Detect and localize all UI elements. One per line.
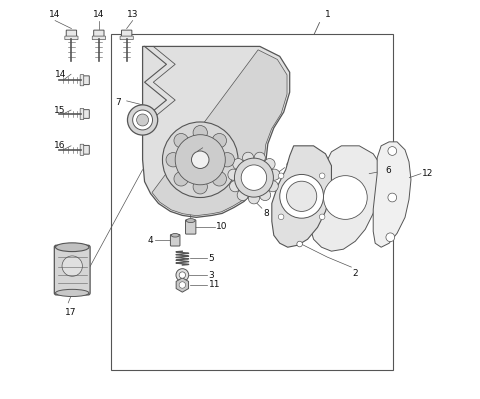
Circle shape xyxy=(193,126,207,140)
FancyBboxPatch shape xyxy=(170,235,180,246)
Text: 17: 17 xyxy=(64,308,76,317)
Text: 14: 14 xyxy=(49,10,61,19)
FancyBboxPatch shape xyxy=(94,30,104,36)
Circle shape xyxy=(297,241,302,247)
Circle shape xyxy=(162,122,238,198)
Text: 9: 9 xyxy=(286,162,291,171)
Circle shape xyxy=(229,181,240,192)
Circle shape xyxy=(241,165,266,190)
Circle shape xyxy=(264,158,275,170)
Polygon shape xyxy=(152,50,287,216)
Circle shape xyxy=(193,180,207,194)
Text: 7: 7 xyxy=(115,99,120,107)
FancyBboxPatch shape xyxy=(83,76,89,85)
Circle shape xyxy=(175,135,225,185)
Text: 13: 13 xyxy=(127,10,138,19)
FancyBboxPatch shape xyxy=(66,30,77,36)
Circle shape xyxy=(388,146,396,155)
Circle shape xyxy=(220,152,234,167)
Circle shape xyxy=(237,190,248,201)
Circle shape xyxy=(269,169,280,180)
Circle shape xyxy=(174,172,188,186)
Text: 5: 5 xyxy=(209,254,215,263)
Circle shape xyxy=(132,110,153,130)
Circle shape xyxy=(179,272,186,278)
Circle shape xyxy=(319,214,325,219)
FancyBboxPatch shape xyxy=(80,75,84,86)
Circle shape xyxy=(234,158,274,197)
Text: 4: 4 xyxy=(148,236,153,245)
Text: 10: 10 xyxy=(216,222,228,231)
Circle shape xyxy=(233,158,244,170)
Circle shape xyxy=(319,173,325,179)
FancyBboxPatch shape xyxy=(54,245,90,295)
Circle shape xyxy=(386,233,395,242)
Circle shape xyxy=(287,181,317,211)
Circle shape xyxy=(388,193,396,202)
Circle shape xyxy=(242,152,253,163)
FancyBboxPatch shape xyxy=(65,36,78,40)
Circle shape xyxy=(278,214,284,219)
Circle shape xyxy=(248,193,260,204)
Ellipse shape xyxy=(186,219,195,223)
Text: 6: 6 xyxy=(385,166,391,176)
FancyBboxPatch shape xyxy=(120,36,133,40)
Text: 2: 2 xyxy=(352,269,358,278)
Text: 11: 11 xyxy=(209,280,220,290)
Text: 8: 8 xyxy=(264,209,270,218)
Text: 3: 3 xyxy=(208,271,214,280)
Circle shape xyxy=(166,152,180,167)
Circle shape xyxy=(212,133,227,148)
FancyBboxPatch shape xyxy=(83,110,89,119)
Text: 12: 12 xyxy=(422,169,433,178)
Circle shape xyxy=(192,151,209,168)
Circle shape xyxy=(267,181,278,192)
Text: 16: 16 xyxy=(54,141,66,150)
Polygon shape xyxy=(272,146,332,247)
Ellipse shape xyxy=(56,289,89,296)
Ellipse shape xyxy=(171,233,179,237)
FancyBboxPatch shape xyxy=(186,220,196,234)
Circle shape xyxy=(260,190,271,201)
Bar xyxy=(111,34,393,371)
Circle shape xyxy=(176,269,189,281)
FancyBboxPatch shape xyxy=(121,30,132,36)
Circle shape xyxy=(280,174,324,218)
Circle shape xyxy=(179,282,186,288)
Text: 1: 1 xyxy=(324,10,330,19)
Text: 15: 15 xyxy=(54,106,66,115)
Circle shape xyxy=(137,114,148,126)
FancyBboxPatch shape xyxy=(80,109,84,120)
Circle shape xyxy=(128,105,158,135)
FancyBboxPatch shape xyxy=(83,145,89,154)
Circle shape xyxy=(174,133,188,148)
Polygon shape xyxy=(373,142,411,247)
Text: 14: 14 xyxy=(54,70,66,79)
Text: 14: 14 xyxy=(93,10,105,19)
Circle shape xyxy=(324,176,367,219)
Polygon shape xyxy=(176,278,189,292)
Circle shape xyxy=(212,172,227,186)
Circle shape xyxy=(228,169,239,180)
Circle shape xyxy=(278,173,284,179)
Polygon shape xyxy=(310,146,381,251)
Circle shape xyxy=(62,256,83,276)
FancyBboxPatch shape xyxy=(92,36,106,40)
Polygon shape xyxy=(143,46,290,217)
FancyBboxPatch shape xyxy=(80,144,84,155)
Circle shape xyxy=(254,152,265,163)
Ellipse shape xyxy=(56,243,89,252)
